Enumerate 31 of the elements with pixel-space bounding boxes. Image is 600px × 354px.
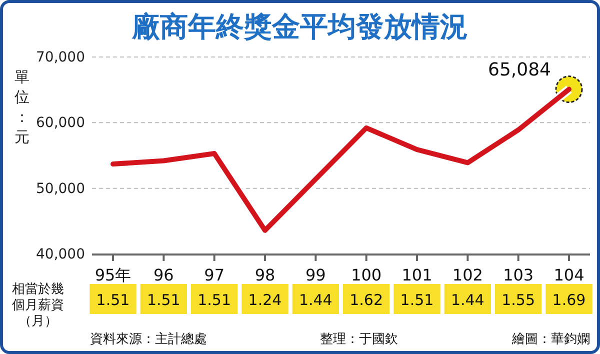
x-tick-label: 102: [452, 265, 483, 284]
x-tick-label: 96: [153, 265, 174, 284]
text: 1.44: [298, 291, 332, 309]
source-note: 資料來源：主計總處: [90, 331, 207, 347]
text: 1.62: [350, 291, 384, 309]
x-tick-label: 95年: [94, 265, 132, 284]
text: 1.44: [450, 291, 484, 309]
text: 1.51: [146, 291, 180, 309]
x-tick-label: 97: [204, 265, 225, 284]
text: 相當於幾個月薪資（月）: [12, 282, 64, 329]
y-tick-label: 70,000: [36, 49, 85, 66]
x-tick-label: 99: [305, 265, 326, 284]
y-tick-label: 50,000: [36, 180, 85, 197]
x-tick-label: 101: [402, 265, 432, 284]
y-tick-label: 40,000: [36, 246, 85, 262]
text: 1.51: [96, 291, 130, 309]
text: 1.51: [400, 291, 434, 309]
text: 1.24: [248, 291, 282, 309]
chart-title: 廠商年終獎金平均發放情況: [131, 10, 468, 43]
text: 繪圖：華鈞嫻: [511, 332, 590, 347]
data-label: 65,084: [488, 59, 551, 80]
y-tick-label: 60,000: [36, 115, 85, 132]
text: 1.69: [552, 291, 586, 309]
x-tick-label: 100: [351, 265, 382, 284]
text: 1.55: [502, 291, 536, 309]
text: 整理：于國欽: [320, 332, 398, 347]
text: 1.51: [198, 291, 232, 309]
x-tick-label: 104: [554, 265, 584, 284]
y-axis-title: 單位：元: [14, 68, 30, 146]
x-tick-label: 103: [503, 265, 534, 284]
x-tick-label: 98: [254, 265, 276, 284]
